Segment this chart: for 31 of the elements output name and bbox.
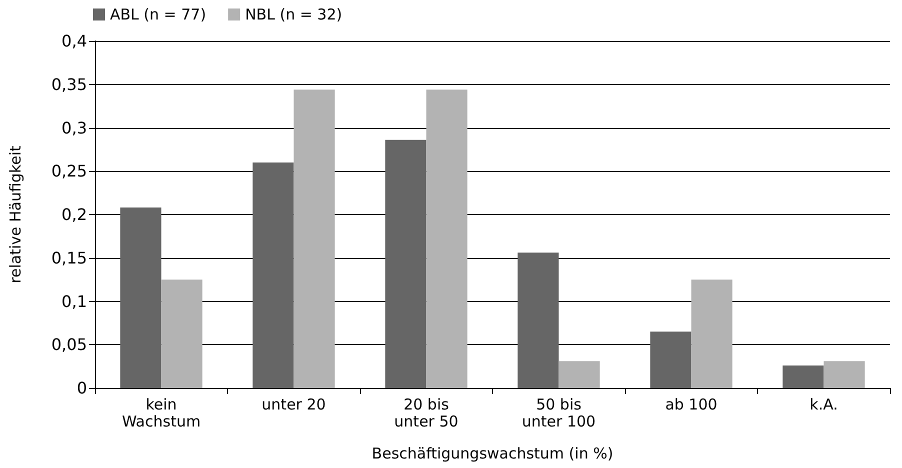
legend-label: NBL (n = 32) [245,6,342,24]
x-tick-label: kein Wachstum [122,396,201,430]
bar [518,252,559,388]
x-tick-label: 50 bis unter 100 [522,396,596,430]
y-tick-label: 0,4 [62,32,87,50]
y-tick-label: 0,3 [62,118,87,138]
bar [294,90,335,388]
bar [650,332,692,388]
bar [691,280,732,388]
y-tick-label: 0 [76,378,87,398]
bar [120,208,162,388]
y-tick-label: 0,05 [51,335,87,354]
y-tick-label: 0,1 [62,292,87,311]
x-axis-title: Beschäftigungswachstum (in %) [372,444,614,462]
x-tick-label: k.A. [810,396,838,414]
bar [782,365,824,388]
bar [161,280,202,388]
bar [252,162,294,388]
x-tick-label: 20 bis unter 50 [394,396,458,430]
legend-label: ABL (n = 77) [110,6,206,24]
bar [824,361,865,388]
y-tick-label: 0,15 [51,248,87,268]
y-tick-label: 0,35 [51,74,87,94]
x-tick-label: ab 100 [665,396,718,414]
y-tick-label: 0,2 [62,205,87,224]
bar [426,90,468,388]
bar [558,361,600,388]
bar [385,140,426,388]
x-tick-label: unter 20 [262,396,326,414]
y-axis-title: relative Häufigkeit [6,146,24,284]
y-tick-label: 0,25 [51,162,87,181]
